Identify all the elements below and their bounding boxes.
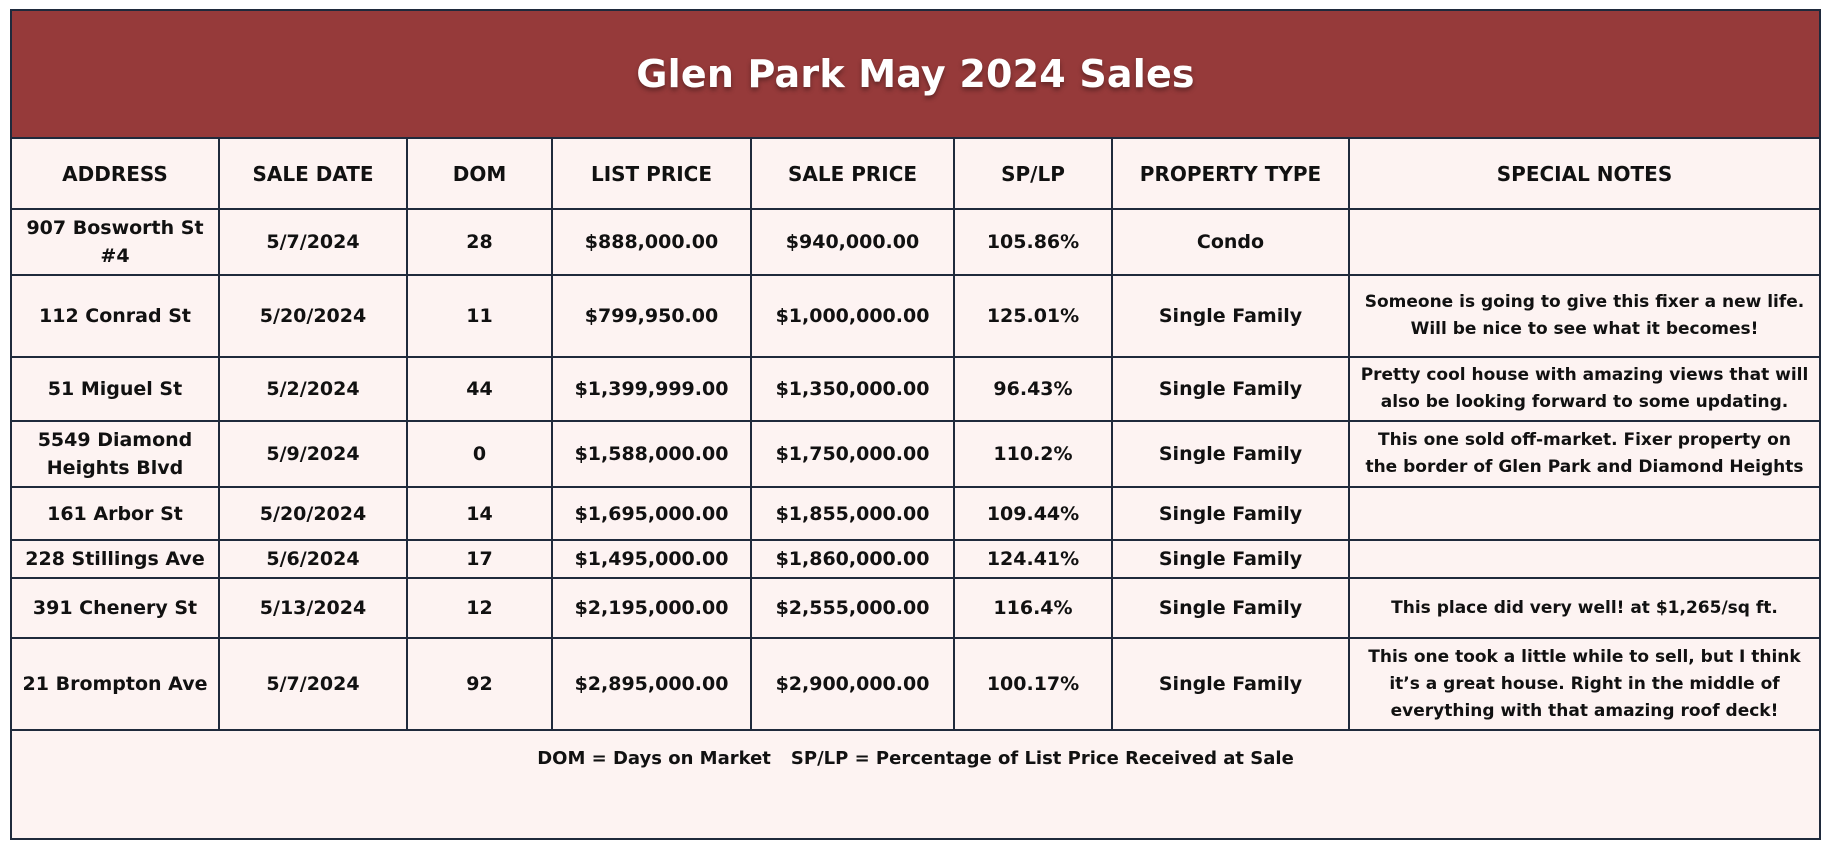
cell-sale-date: 5/20/2024 [218,274,408,358]
cell-list-price: $1,588,000.00 [551,420,752,488]
cell-special-notes: Someone is going to give this fixer a ne… [1348,274,1819,358]
sales-sheet: Glen Park May 2024 Sales ADDRESS SALE DA… [10,9,1821,840]
cell-special-notes: This one sold off-market. Fixer property… [1348,420,1819,488]
title-bar: Glen Park May 2024 Sales [12,11,1819,139]
cell-list-price: $1,495,000.00 [551,539,752,579]
cell-sp-lp: 96.43% [953,356,1113,422]
cell-dom: 11 [406,274,553,358]
legend-row: DOM = Days on Market SP/LP = Percentage o… [12,729,1819,786]
cell-special-notes: This place did very well! at $1,265/sq f… [1348,577,1819,639]
cell-special-notes: This one took a little while to sell, bu… [1348,637,1819,731]
cell-property-type: Single Family [1111,420,1350,488]
cell-sale-price: $940,000.00 [750,208,955,276]
table-row: 21 Brompton Ave 5/7/2024 92 $2,895,000.0… [12,637,1819,731]
sales-table: ADDRESS SALE DATE DOM LIST PRICE SALE PR… [12,139,1819,786]
header-sp-lp: SP/LP [953,139,1113,210]
header-list-price: LIST PRICE [551,139,752,210]
cell-sale-price: $1,855,000.00 [750,486,955,541]
header-sale-price: SALE PRICE [750,139,955,210]
cell-address: 391 Chenery St [12,577,220,639]
cell-sp-lp: 110.2% [953,420,1113,488]
header-sale-date: SALE DATE [218,139,408,210]
cell-address: 21 Brompton Ave [12,637,220,731]
cell-list-price: $888,000.00 [551,208,752,276]
legend: DOM = Days on Market SP/LP = Percentage o… [12,729,1819,786]
cell-sale-date: 5/7/2024 [218,208,408,276]
header-special-notes: SPECIAL NOTES [1348,139,1819,210]
legend-dom: DOM = Days on Market [537,747,771,769]
cell-sp-lp: 124.41% [953,539,1113,579]
table-row: 391 Chenery St 5/13/2024 12 $2,195,000.0… [12,577,1819,639]
cell-address: 907 Bosworth St #4 [12,208,220,276]
cell-special-notes [1348,486,1819,541]
cell-dom: 17 [406,539,553,579]
cell-property-type: Single Family [1111,577,1350,639]
legend-sp-lp: SP/LP = Percentage of List Price Receive… [790,747,1294,769]
cell-special-notes [1348,539,1819,579]
table-row: 228 Stillings Ave 5/6/2024 17 $1,495,000… [12,539,1819,579]
cell-address: 228 Stillings Ave [12,539,220,579]
header-address: ADDRESS [12,139,220,210]
cell-list-price: $2,195,000.00 [551,577,752,639]
cell-sp-lp: 109.44% [953,486,1113,541]
cell-sale-date: 5/7/2024 [218,637,408,731]
table-row: 907 Bosworth St #4 5/7/2024 28 $888,000.… [12,208,1819,276]
cell-property-type: Condo [1111,208,1350,276]
cell-sale-price: $1,000,000.00 [750,274,955,358]
cell-special-notes: Pretty cool house with amazing views tha… [1348,356,1819,422]
cell-property-type: Single Family [1111,274,1350,358]
table-row: 161 Arbor St 5/20/2024 14 $1,695,000.00 … [12,486,1819,541]
cell-sale-price: $1,350,000.00 [750,356,955,422]
cell-dom: 44 [406,356,553,422]
table-row: 51 Miguel St 5/2/2024 44 $1,399,999.00 $… [12,356,1819,422]
cell-list-price: $799,950.00 [551,274,752,358]
cell-dom: 0 [406,420,553,488]
cell-sp-lp: 105.86% [953,208,1113,276]
table-row: 112 Conrad St 5/20/2024 11 $799,950.00 $… [12,274,1819,358]
cell-dom: 92 [406,637,553,731]
cell-sale-price: $2,555,000.00 [750,577,955,639]
cell-sale-price: $1,750,000.00 [750,420,955,488]
header-dom: DOM [406,139,553,210]
cell-property-type: Single Family [1111,486,1350,541]
cell-dom: 14 [406,486,553,541]
cell-sp-lp: 125.01% [953,274,1113,358]
cell-sp-lp: 116.4% [953,577,1113,639]
cell-list-price: $1,695,000.00 [551,486,752,541]
cell-property-type: Single Family [1111,539,1350,579]
cell-list-price: $1,399,999.00 [551,356,752,422]
cell-address: 112 Conrad St [12,274,220,358]
cell-sale-date: 5/9/2024 [218,420,408,488]
cell-property-type: Single Family [1111,637,1350,731]
cell-special-notes [1348,208,1819,276]
header-row: ADDRESS SALE DATE DOM LIST PRICE SALE PR… [12,139,1819,210]
cell-property-type: Single Family [1111,356,1350,422]
header-property-type: PROPERTY TYPE [1111,139,1350,210]
cell-sp-lp: 100.17% [953,637,1113,731]
cell-dom: 28 [406,208,553,276]
cell-list-price: $2,895,000.00 [551,637,752,731]
cell-sale-price: $1,860,000.00 [750,539,955,579]
cell-dom: 12 [406,577,553,639]
cell-address: 161 Arbor St [12,486,220,541]
cell-sale-date: 5/20/2024 [218,486,408,541]
cell-sale-date: 5/13/2024 [218,577,408,639]
cell-sale-date: 5/6/2024 [218,539,408,579]
table-row: 5549 Diamond Heights Blvd 5/9/2024 0 $1,… [12,420,1819,488]
cell-address: 51 Miguel St [12,356,220,422]
page-title: Glen Park May 2024 Sales [636,52,1195,96]
cell-sale-price: $2,900,000.00 [750,637,955,731]
cell-sale-date: 5/2/2024 [218,356,408,422]
cell-address: 5549 Diamond Heights Blvd [12,420,220,488]
